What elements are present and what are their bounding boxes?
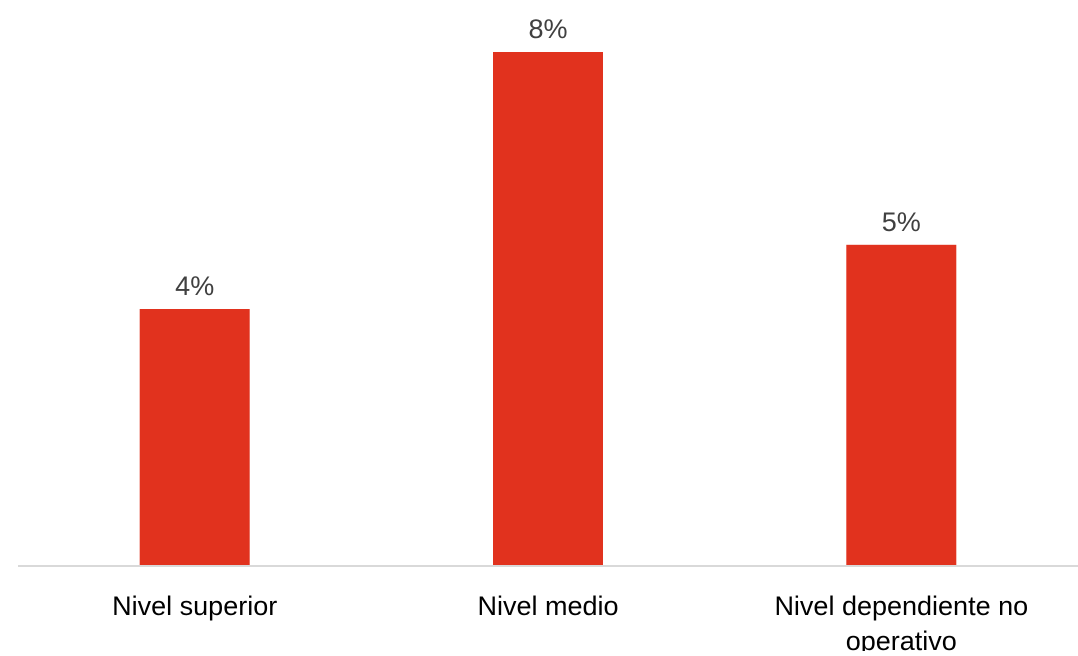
bar-3 [846,244,957,567]
category-label-1: Nivel superior [112,591,277,621]
data-label-2: 8% [528,14,567,44]
data-label-3: 5% [882,207,921,237]
category-labels-layer: Nivel superior Nivel medio Nivel dependien… [112,591,1028,656]
data-labels-layer: 4% 8% 5% [175,14,921,301]
bar-2 [493,52,603,566]
data-label-1: 4% [175,271,214,301]
bars-layer [139,52,957,567]
bar-1 [139,309,250,566]
category-label-2: Nivel medio [477,591,618,621]
category-label-3: Nivel dependiente no operativo [774,591,1028,651]
